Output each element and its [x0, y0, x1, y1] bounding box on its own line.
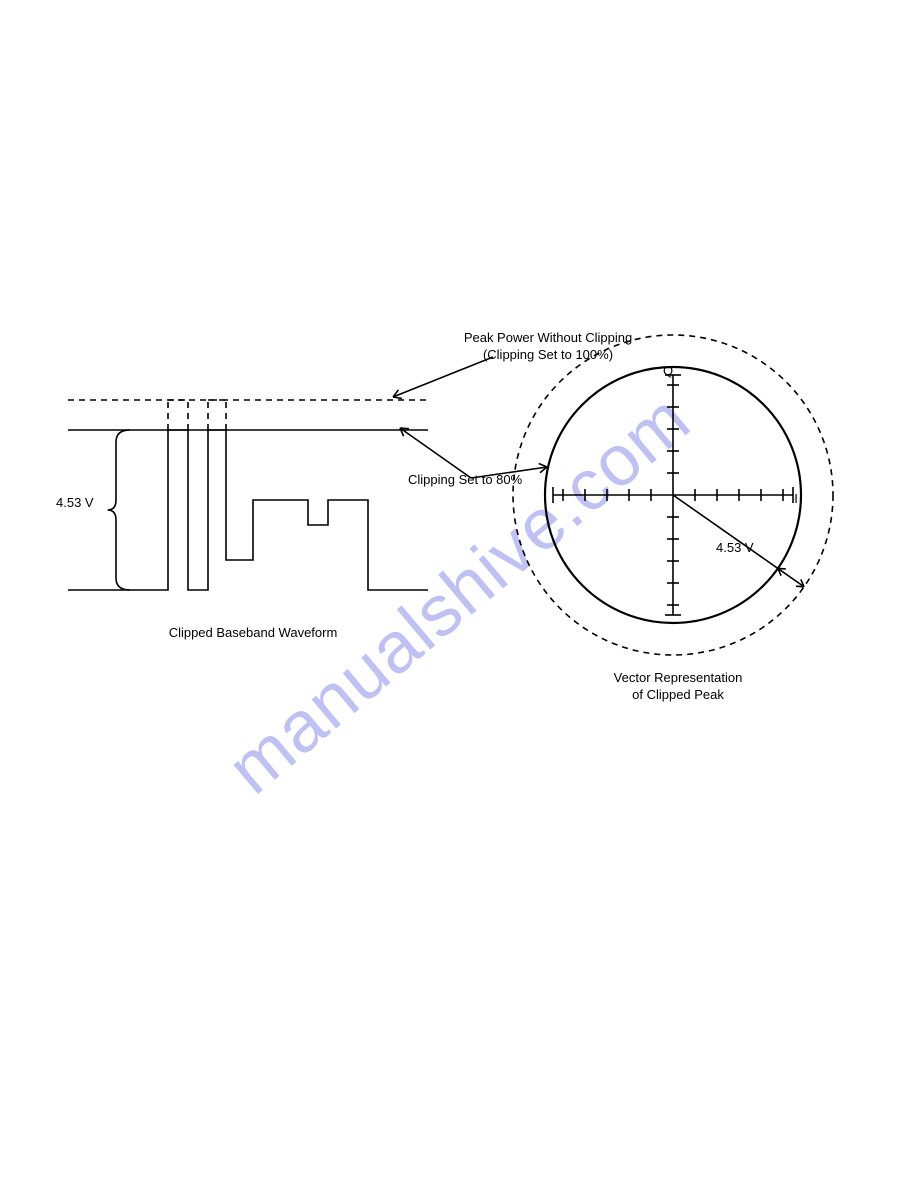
- label-clipping-80: Clipping Set to 80%: [408, 472, 568, 489]
- label-voltage-right: 4.53 V: [716, 540, 766, 557]
- figure-container: Peak Power Without Clipping(Clipping Set…: [48, 300, 868, 740]
- caption-right: Vector Representationof Clipped Peak: [578, 670, 778, 704]
- label-q-axis: Q: [658, 363, 678, 380]
- label-peak-power: Peak Power Without Clipping(Clipping Set…: [448, 330, 648, 364]
- label-voltage-left: 4.53 V: [56, 495, 106, 512]
- caption-left: Clipped Baseband Waveform: [128, 625, 378, 642]
- label-i-axis: I: [786, 491, 806, 508]
